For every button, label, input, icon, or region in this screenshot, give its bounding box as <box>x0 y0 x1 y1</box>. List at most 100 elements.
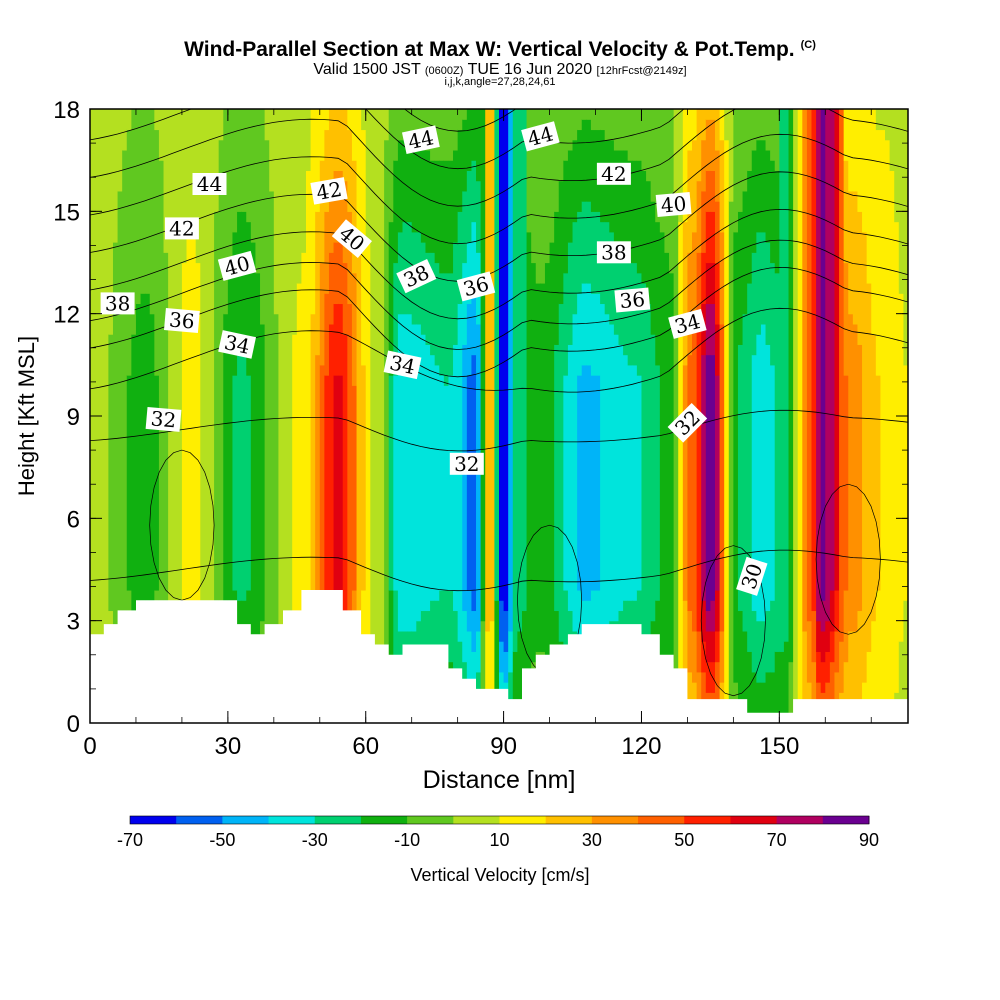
w-cell <box>443 272 450 386</box>
w-cell <box>728 109 734 202</box>
w-cell <box>618 149 624 253</box>
w-cell <box>466 242 473 305</box>
w-cell <box>250 109 257 243</box>
w-cell <box>462 119 468 192</box>
w-cell <box>885 109 891 141</box>
w-cell <box>112 242 119 673</box>
w-cell <box>227 109 234 264</box>
theta-label-box <box>521 121 560 152</box>
theta-label: 42 <box>596 162 631 186</box>
w-cell <box>714 589 721 632</box>
w-cell <box>379 109 385 723</box>
w-cell <box>825 109 831 622</box>
theta-label-box <box>145 406 182 432</box>
theta-label-box <box>164 217 199 240</box>
w-cell <box>466 589 473 632</box>
w-cell <box>453 242 459 345</box>
w-cell <box>609 139 615 233</box>
w-cell <box>848 313 854 632</box>
colorbar-swatch <box>638 816 685 824</box>
w-cell <box>393 375 399 591</box>
theta-label-box <box>331 219 372 258</box>
w-cell <box>751 610 757 673</box>
w-cell <box>848 630 854 714</box>
w-cell <box>122 149 128 723</box>
w-cell <box>770 364 776 601</box>
w-cell <box>710 211 716 264</box>
w-cell <box>471 293 477 356</box>
w-cell <box>457 641 463 693</box>
w-cell <box>397 109 404 141</box>
w-cell <box>650 334 656 622</box>
w-cell <box>351 109 358 161</box>
w-cell <box>714 375 721 591</box>
w-cell <box>682 600 689 693</box>
w-cell <box>480 620 486 723</box>
w-cell <box>889 170 895 723</box>
w-cell <box>126 109 132 131</box>
w-cell <box>705 211 711 264</box>
w-cell <box>554 344 560 612</box>
w-cell <box>499 641 505 673</box>
w-cell <box>563 109 569 161</box>
colorbar-tick-label: -70 <box>117 830 143 850</box>
w-cell <box>705 262 711 305</box>
w-cell <box>765 109 771 151</box>
y-tick-label: 9 <box>67 404 80 431</box>
chart-title-suffix: (C) <box>800 39 816 51</box>
w-cell <box>705 661 711 693</box>
w-cell <box>370 109 376 723</box>
valid-date: TUE 16 Jun 2020 <box>467 61 593 78</box>
w-cell <box>696 252 702 325</box>
theta-contour-line <box>90 266 908 378</box>
w-cell <box>466 303 473 376</box>
w-cell <box>163 252 169 673</box>
y-axis-label: Height [Kft MSL] <box>14 336 39 496</box>
w-cell <box>333 242 339 305</box>
w-cell <box>434 600 440 663</box>
w-cell <box>894 221 900 693</box>
w-cell <box>563 375 569 591</box>
w-cell <box>333 375 339 591</box>
theta-label-box <box>401 125 440 154</box>
w-cell <box>751 671 757 723</box>
w-cell <box>388 375 394 591</box>
w-cell <box>204 109 211 723</box>
colorbar-swatch <box>222 816 270 824</box>
w-cell <box>554 211 560 345</box>
w-cell <box>186 221 192 693</box>
w-cell <box>476 180 482 253</box>
w-cell <box>430 354 436 601</box>
w-cell <box>774 109 780 171</box>
forecast-info: [12hrFcst@2149z] <box>596 65 687 77</box>
w-cell <box>875 589 882 723</box>
w-cell <box>328 323 335 622</box>
w-cell <box>232 109 238 233</box>
theta-label-box <box>218 330 257 359</box>
w-cell <box>581 282 587 366</box>
w-cell <box>595 293 601 376</box>
w-cell <box>655 364 661 601</box>
w-cell <box>788 109 794 663</box>
w-cell <box>627 109 633 161</box>
w-cell <box>737 109 744 212</box>
w-cell <box>241 109 247 212</box>
theta-label: 40 <box>655 191 692 218</box>
w-cell <box>315 211 321 356</box>
w-cell <box>609 231 615 325</box>
w-cell <box>558 180 564 305</box>
w-cell <box>512 651 518 723</box>
w-cell <box>411 109 417 141</box>
theta-label: 38 <box>596 240 631 264</box>
w-cell <box>834 671 840 723</box>
theta-label-box <box>596 241 631 264</box>
theta-label-box <box>192 173 227 195</box>
w-cell <box>669 272 675 663</box>
w-cell <box>191 221 197 693</box>
w-cell <box>393 109 399 161</box>
colorbar-swatch <box>545 816 593 824</box>
w-cell <box>328 109 335 182</box>
colorbar-swatch <box>407 816 454 824</box>
w-cell <box>701 600 707 642</box>
